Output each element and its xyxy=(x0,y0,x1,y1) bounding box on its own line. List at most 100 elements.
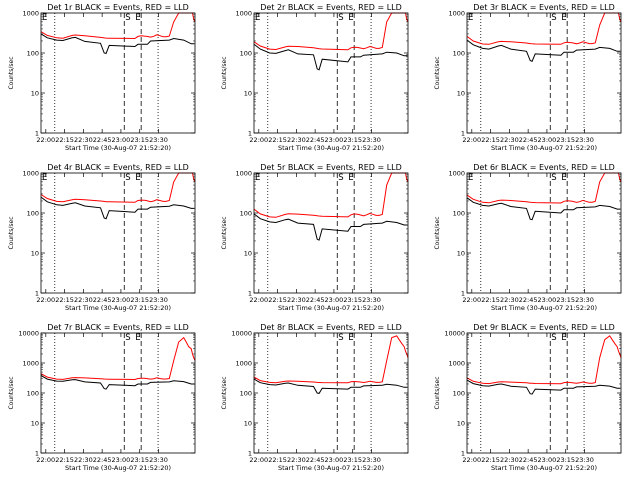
x-tick-label: 22:15 xyxy=(55,456,74,464)
y-tick-label: 1 xyxy=(248,449,252,457)
x-tick-label: 22:00 xyxy=(36,456,55,464)
end-marker: E xyxy=(348,333,353,343)
y-tick-label: 10 xyxy=(244,89,252,97)
series-lld-line xyxy=(40,12,196,40)
y-axis-label: Counts/sec xyxy=(8,216,15,249)
chart-panel-8: Det 8r BLACK = Events, RED = LLD 1 10 100 10… xyxy=(221,323,409,472)
x-tick-label: 23:15 xyxy=(556,456,575,464)
x-tick-label: 22:45 xyxy=(306,136,325,144)
chart-title: Det 9r BLACK = Events, RED = LLD xyxy=(473,323,615,332)
x-axis-label: Start Time (30-Aug-07 21:52:20) xyxy=(491,304,597,312)
x-tick-label: 23:15 xyxy=(130,296,149,304)
y-tick-label: 1000 xyxy=(22,9,39,17)
x-axis-label: Start Time (30-Aug-07 21:52:20) xyxy=(278,144,384,152)
x-tick-label: 22:00 xyxy=(462,136,481,144)
end-marker: E xyxy=(135,173,140,183)
chart-title: Det 3r BLACK = Events, RED = LLD xyxy=(473,3,615,12)
x-tick-label: 22:15 xyxy=(55,296,74,304)
series-lld-line xyxy=(253,335,409,384)
series-lld-line xyxy=(253,172,409,218)
series-lld-line xyxy=(466,12,622,45)
start-marker: S xyxy=(338,13,343,23)
left-edge-marker: E xyxy=(255,13,260,23)
y-tick-label: 1 xyxy=(248,289,252,297)
y-tick-label: 100 xyxy=(27,389,39,397)
x-tick-label: 22:00 xyxy=(249,136,268,144)
y-tick-label: 10 xyxy=(31,89,39,97)
x-axis-label: Start Time (30-Aug-07 21:52:20) xyxy=(278,304,384,312)
series-lld-line xyxy=(253,12,409,51)
series-events-line xyxy=(40,33,195,54)
start-marker: S xyxy=(125,13,130,23)
y-tick-label: 1000 xyxy=(235,359,252,367)
x-tick-label: 23:00 xyxy=(325,296,344,304)
x-axis-label: Start Time (30-Aug-07 21:52:20) xyxy=(65,144,171,152)
plot-frame xyxy=(40,332,196,454)
x-tick-label: 23:30 xyxy=(362,136,381,144)
chart-panel-6: Det 6r BLACK = Events, RED = LLD 1 10 100 10… xyxy=(434,163,622,312)
x-tick-label: 22:15 xyxy=(481,136,500,144)
x-tick-label: 22:45 xyxy=(93,296,112,304)
y-tick-label: 100 xyxy=(453,389,465,397)
x-tick-label: 22:45 xyxy=(519,296,538,304)
series-events-line xyxy=(253,378,408,394)
y-axis-label: Counts/sec xyxy=(434,216,441,249)
x-tick-label: 22:15 xyxy=(481,456,500,464)
plot-frame xyxy=(40,12,196,134)
x-tick-label: 23:30 xyxy=(149,456,168,464)
x-tick-label: 23:30 xyxy=(575,136,594,144)
y-axis-label: Counts/sec xyxy=(221,216,228,249)
end-marker: E xyxy=(561,13,566,23)
chart-panel-1: Det 1r BLACK = Events, RED = LLD 1 10 100 10… xyxy=(8,3,196,152)
y-tick-label: 10 xyxy=(457,419,465,427)
chart-title: Det 1r BLACK = Events, RED = LLD xyxy=(47,3,189,12)
plot-frame xyxy=(253,12,409,134)
x-tick-label: 23:15 xyxy=(343,296,362,304)
x-tick-label: 23:15 xyxy=(556,296,575,304)
start-marker: S xyxy=(551,13,556,23)
y-axis-label: Counts/sec xyxy=(434,56,441,89)
x-tick-label: 23:30 xyxy=(575,296,594,304)
y-tick-label: 1000 xyxy=(448,169,465,177)
x-tick-label: 23:00 xyxy=(538,456,557,464)
start-marker: S xyxy=(125,333,130,343)
y-tick-label: 100 xyxy=(453,209,465,217)
chart-panel-3: Det 3r BLACK = Events, RED = LLD 1 10 100 10… xyxy=(434,3,622,152)
x-tick-label: 22:30 xyxy=(74,136,93,144)
series-events-line xyxy=(40,196,195,220)
chart-title: Det 5r BLACK = Events, RED = LLD xyxy=(260,163,402,172)
chart-panel-9: Det 9r BLACK = Events, RED = LLD 1 10 100 10… xyxy=(434,323,622,472)
series-events-line xyxy=(253,213,408,241)
y-tick-label: 100 xyxy=(27,49,39,57)
x-tick-label: 23:00 xyxy=(325,456,344,464)
x-axis-label: Start Time (30-Aug-07 21:52:20) xyxy=(65,464,171,472)
start-marker: S xyxy=(551,173,556,183)
x-tick-label: 22:30 xyxy=(287,456,306,464)
y-tick-label: 1000 xyxy=(22,169,39,177)
y-tick-label: 10000 xyxy=(231,329,252,337)
series-lld-line xyxy=(466,172,622,204)
y-tick-label: 100 xyxy=(240,389,252,397)
x-tick-label: 23:30 xyxy=(575,456,594,464)
left-edge-marker: E xyxy=(42,13,47,23)
x-tick-label: 23:15 xyxy=(556,136,575,144)
x-tick-label: 23:00 xyxy=(112,296,131,304)
x-tick-label: 23:00 xyxy=(538,296,557,304)
y-axis-label: Counts/sec xyxy=(221,56,228,89)
y-tick-label: 100 xyxy=(240,49,252,57)
x-tick-label: 22:30 xyxy=(74,296,93,304)
x-tick-label: 22:15 xyxy=(268,456,287,464)
x-tick-label: 22:00 xyxy=(249,296,268,304)
y-tick-label: 10 xyxy=(31,249,39,257)
series-lld-line xyxy=(40,336,196,381)
series-events-line xyxy=(466,39,621,62)
y-tick-label: 10 xyxy=(31,419,39,427)
series-lld-line xyxy=(40,172,196,203)
x-tick-label: 23:30 xyxy=(362,296,381,304)
x-tick-label: 23:30 xyxy=(149,136,168,144)
x-tick-label: 23:15 xyxy=(343,456,362,464)
x-tick-label: 22:30 xyxy=(74,456,93,464)
x-tick-label: 22:30 xyxy=(287,296,306,304)
y-tick-label: 10 xyxy=(244,249,252,257)
